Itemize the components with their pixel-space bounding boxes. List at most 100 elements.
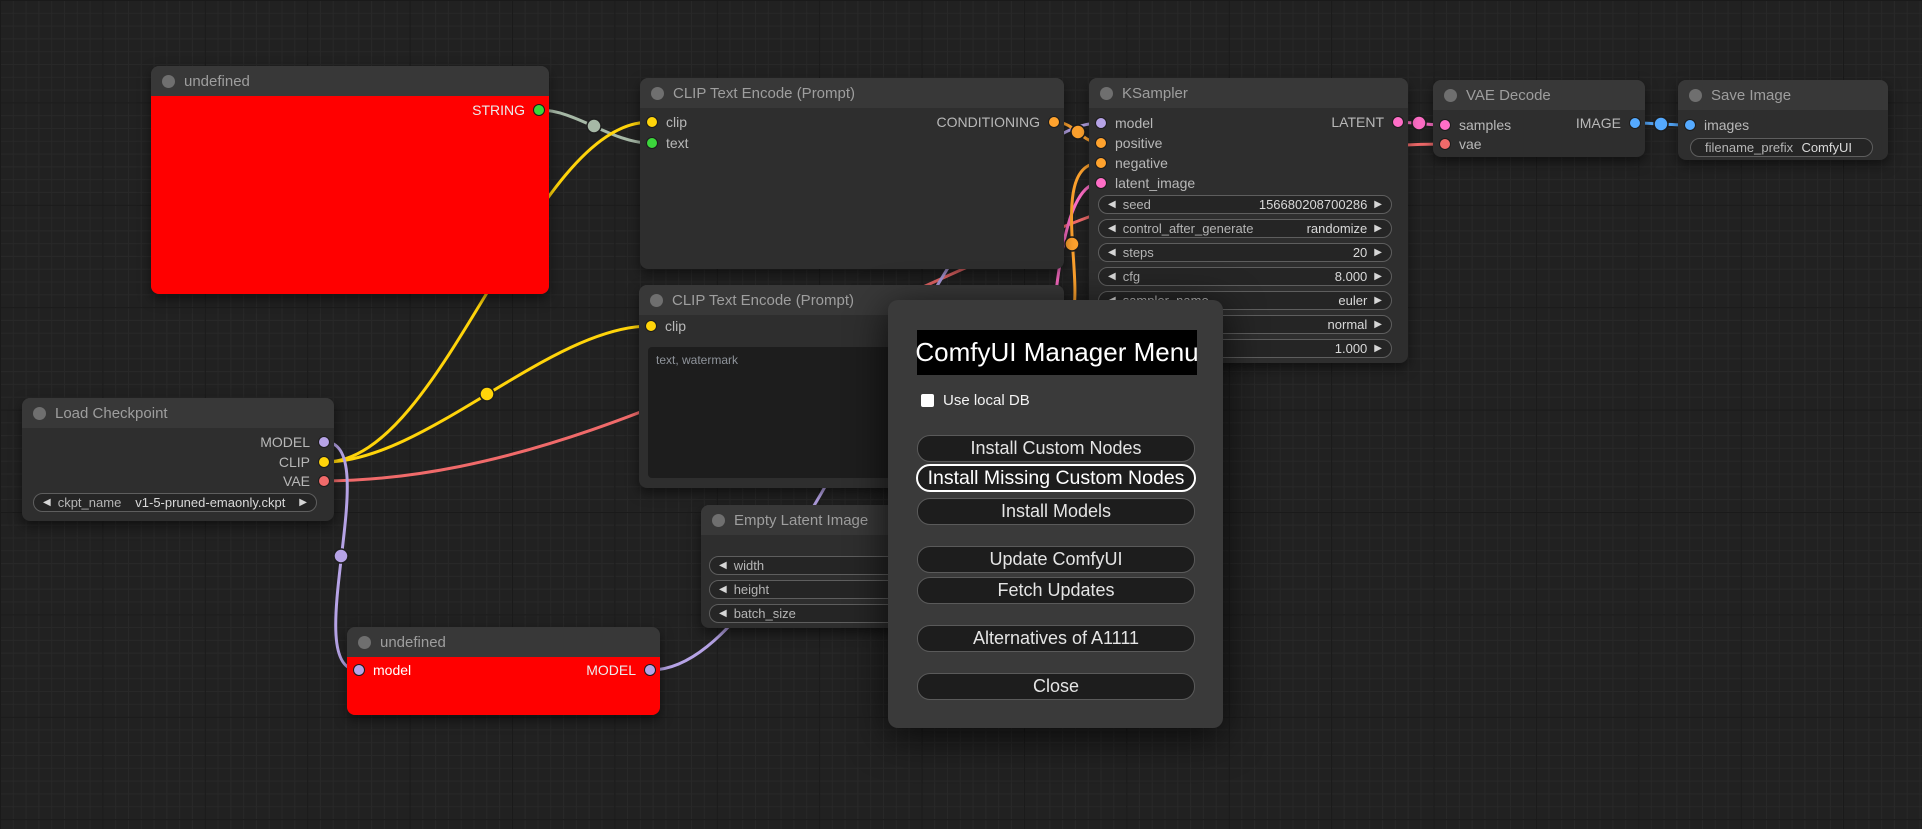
widget-filename-prefix[interactable]: filename_prefix ComfyUI bbox=[1690, 138, 1873, 157]
widget-value[interactable]: 20 bbox=[1352, 245, 1368, 260]
node-load-checkpoint[interactable]: Load Checkpoint MODEL CLIP VAE ◀ ckpt_na… bbox=[22, 398, 334, 521]
input-port-model[interactable]: model bbox=[1095, 113, 1153, 133]
port-dot-model[interactable] bbox=[318, 436, 330, 448]
port-dot-model[interactable] bbox=[1095, 117, 1107, 129]
port-dot-latent[interactable] bbox=[1439, 119, 1451, 131]
port-dot-vae[interactable] bbox=[1439, 138, 1451, 150]
widget-value[interactable]: 156680208700286 bbox=[1258, 197, 1368, 212]
reroute-dot-string[interactable] bbox=[586, 118, 602, 134]
port-dot-string[interactable] bbox=[533, 104, 545, 116]
node-title-bar[interactable]: undefined bbox=[347, 627, 660, 657]
increment-arrow-icon[interactable]: ▶ bbox=[1374, 342, 1382, 354]
increment-arrow-icon[interactable]: ▶ bbox=[1374, 294, 1382, 306]
use-local-db-checkbox[interactable] bbox=[921, 394, 934, 407]
output-port-model[interactable]: MODEL bbox=[586, 660, 656, 680]
increment-arrow-icon[interactable]: ▶ bbox=[299, 496, 307, 508]
collapse-dot-icon[interactable] bbox=[650, 293, 663, 307]
increment-arrow-icon[interactable]: ▶ bbox=[1374, 318, 1382, 330]
input-port-latent-image[interactable]: latent_image bbox=[1095, 173, 1195, 193]
use-local-db-row[interactable]: Use local DB bbox=[921, 392, 1030, 409]
decrement-arrow-icon[interactable]: ◀ bbox=[1108, 222, 1116, 234]
increment-arrow-icon[interactable]: ▶ bbox=[1374, 246, 1382, 258]
collapse-dot-icon[interactable] bbox=[712, 513, 725, 527]
reroute-dot-image[interactable] bbox=[1653, 116, 1669, 132]
node-title-bar[interactable]: Save Image bbox=[1678, 80, 1888, 110]
port-dot-image[interactable] bbox=[1629, 117, 1641, 129]
widget-value[interactable]: ComfyUI bbox=[1801, 140, 1852, 155]
output-port-clip[interactable]: CLIP bbox=[279, 452, 330, 472]
reroute-dot-conditioning-1[interactable] bbox=[1070, 124, 1086, 140]
reroute-dot-conditioning-2[interactable] bbox=[1064, 236, 1080, 252]
decrement-arrow-icon[interactable]: ◀ bbox=[719, 607, 727, 619]
port-dot-latent[interactable] bbox=[1392, 116, 1404, 128]
port-dot-latent[interactable] bbox=[1095, 177, 1107, 189]
decrement-arrow-icon[interactable]: ◀ bbox=[719, 559, 727, 571]
widget-seed[interactable]: ◀ seed 156680208700286 ▶ bbox=[1098, 195, 1392, 214]
decrement-arrow-icon[interactable]: ◀ bbox=[1108, 246, 1116, 258]
install-custom-nodes-button[interactable]: Install Custom Nodes bbox=[917, 435, 1195, 462]
node-title-bar[interactable]: CLIP Text Encode (Prompt) bbox=[640, 78, 1064, 108]
node-save-image[interactable]: Save Image images filename_prefix ComfyU… bbox=[1678, 80, 1888, 160]
input-port-text[interactable]: text bbox=[646, 133, 689, 153]
port-dot-clip[interactable] bbox=[646, 116, 658, 128]
reroute-dot-clip[interactable] bbox=[479, 386, 495, 402]
decrement-arrow-icon[interactable]: ◀ bbox=[719, 583, 727, 595]
input-port-positive[interactable]: positive bbox=[1095, 133, 1162, 153]
collapse-dot-icon[interactable] bbox=[1444, 88, 1457, 102]
port-dot-conditioning[interactable] bbox=[1095, 157, 1107, 169]
update-comfyui-button[interactable]: Update ComfyUI bbox=[917, 546, 1195, 573]
output-port-vae[interactable]: VAE bbox=[283, 471, 330, 491]
widget-ckpt-name[interactable]: ◀ ckpt_name v1-5-pruned-emaonly.ckpt ▶ bbox=[33, 493, 317, 512]
port-dot-conditioning[interactable] bbox=[1048, 116, 1060, 128]
port-dot-model[interactable] bbox=[644, 664, 656, 676]
input-port-clip[interactable]: clip bbox=[645, 316, 686, 336]
port-dot-clip[interactable] bbox=[318, 456, 330, 468]
node-clip-text-encode-1[interactable]: CLIP Text Encode (Prompt) clip text COND… bbox=[640, 78, 1064, 269]
port-dot-clip[interactable] bbox=[645, 320, 657, 332]
decrement-arrow-icon[interactable]: ◀ bbox=[43, 496, 51, 508]
collapse-dot-icon[interactable] bbox=[162, 74, 175, 88]
collapse-dot-icon[interactable] bbox=[1100, 86, 1113, 100]
close-button[interactable]: Close bbox=[917, 673, 1195, 700]
widget-value[interactable]: v1-5-pruned-emaonly.ckpt bbox=[135, 495, 286, 510]
output-port-conditioning[interactable]: CONDITIONING bbox=[937, 112, 1060, 132]
output-port-latent[interactable]: LATENT bbox=[1331, 112, 1404, 132]
node-title-bar[interactable]: KSampler bbox=[1089, 78, 1408, 108]
install-missing-custom-nodes-button[interactable]: Install Missing Custom Nodes bbox=[916, 464, 1196, 492]
increment-arrow-icon[interactable]: ▶ bbox=[1374, 198, 1382, 210]
widget-value[interactable]: euler bbox=[1338, 293, 1368, 308]
port-dot-conditioning[interactable] bbox=[1095, 137, 1107, 149]
collapse-dot-icon[interactable] bbox=[1689, 88, 1702, 102]
node-vae-decode[interactable]: VAE Decode samples vae IMAGE bbox=[1433, 80, 1645, 157]
fetch-updates-button[interactable]: Fetch Updates bbox=[917, 577, 1195, 604]
node-title-bar[interactable]: undefined bbox=[151, 66, 549, 96]
increment-arrow-icon[interactable]: ▶ bbox=[1374, 270, 1382, 282]
port-dot-image[interactable] bbox=[1684, 119, 1696, 131]
increment-arrow-icon[interactable]: ▶ bbox=[1374, 222, 1382, 234]
input-port-negative[interactable]: negative bbox=[1095, 153, 1168, 173]
widget-value[interactable]: 8.000 bbox=[1334, 269, 1368, 284]
reroute-dot-model[interactable] bbox=[333, 548, 349, 564]
widget-control-after-generate[interactable]: ◀ control_after_generate randomize ▶ bbox=[1098, 219, 1392, 238]
input-port-samples[interactable]: samples bbox=[1439, 115, 1511, 135]
widget-value[interactable]: 1.000 bbox=[1334, 341, 1368, 356]
port-dot-vae[interactable] bbox=[318, 475, 330, 487]
widget-value[interactable]: randomize bbox=[1306, 221, 1368, 236]
output-port-model[interactable]: MODEL bbox=[260, 432, 330, 452]
input-port-clip[interactable]: clip bbox=[646, 112, 687, 132]
widget-value[interactable]: normal bbox=[1327, 317, 1368, 332]
node-undefined-bottom[interactable]: undefined model MODEL bbox=[347, 627, 660, 715]
alternatives-of-a1111-button[interactable]: Alternatives of A1111 bbox=[917, 625, 1195, 652]
widget-cfg[interactable]: ◀ cfg 8.000 ▶ bbox=[1098, 267, 1392, 286]
collapse-dot-icon[interactable] bbox=[33, 406, 46, 420]
port-dot-text[interactable] bbox=[646, 137, 658, 149]
input-port-vae[interactable]: vae bbox=[1439, 134, 1482, 154]
node-title-bar[interactable]: VAE Decode bbox=[1433, 80, 1645, 110]
output-port-image[interactable]: IMAGE bbox=[1576, 113, 1641, 133]
decrement-arrow-icon[interactable]: ◀ bbox=[1108, 270, 1116, 282]
port-dot-model[interactable] bbox=[353, 664, 365, 676]
install-models-button[interactable]: Install Models bbox=[917, 498, 1195, 525]
collapse-dot-icon[interactable] bbox=[651, 86, 664, 100]
widget-steps[interactable]: ◀ steps 20 ▶ bbox=[1098, 243, 1392, 262]
